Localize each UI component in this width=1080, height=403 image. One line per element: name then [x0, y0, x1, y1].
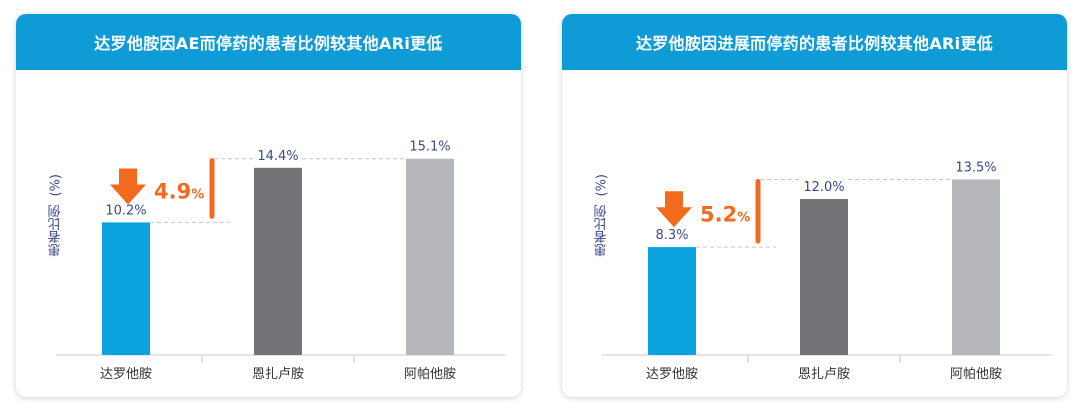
- difference-value: 4.9: [154, 180, 191, 204]
- chart-title: 达罗他胺因进展而停药的患者比例较其他ARi更低: [562, 14, 1067, 70]
- down-arrow-icon: [110, 168, 146, 205]
- data-label: 12.0%: [803, 180, 844, 195]
- category-label: 达罗他胺: [646, 367, 698, 382]
- category-label: 恩扎卢胺: [798, 366, 850, 382]
- difference-annotation: 4.9%: [154, 180, 204, 204]
- category-label: 阿帕他胺: [950, 367, 1002, 382]
- bar-chart: 8.3% 达罗他胺 12.0% 恩扎卢胺 13.5% 阿帕他胺 5.2%: [602, 161, 1052, 382]
- difference-unit: %: [737, 210, 750, 225]
- bar: [800, 199, 848, 355]
- data-label: 14.4%: [257, 149, 298, 164]
- chart-title: 达罗他胺因AE而停药的患者比例较其他ARi更低: [16, 14, 521, 70]
- bar: [952, 179, 1000, 355]
- down-arrow-icon: [656, 191, 692, 228]
- bar-chart: 10.2% 达罗他胺 14.4% 恩扎卢胺 15.1% 阿帕他胺 4.9%: [56, 140, 506, 382]
- difference-annotation: 5.2%: [700, 202, 750, 226]
- difference-value: 5.2: [700, 202, 737, 226]
- chart-panel-left: 达罗他胺因AE而停药的患者比例较其他ARi更低 患者比例 (%) 10.2% 达罗…: [16, 14, 521, 397]
- data-label: 13.5%: [955, 161, 996, 176]
- data-label: 15.1%: [409, 140, 450, 155]
- bar: [254, 167, 302, 355]
- category-label: 恩扎卢胺: [252, 366, 304, 382]
- category-label: 达罗他胺: [100, 367, 152, 382]
- bar: [648, 247, 696, 355]
- category-label: 阿帕他胺: [404, 367, 456, 382]
- data-label: 10.2%: [105, 203, 146, 218]
- difference-unit: %: [191, 188, 204, 203]
- bar: [406, 158, 454, 355]
- bar: [102, 222, 150, 355]
- chart-panel-right: 达罗他胺因进展而停药的患者比例较其他ARi更低 患者比例 (%) 8.3% 达罗他…: [562, 14, 1067, 397]
- data-label: 8.3%: [655, 228, 688, 243]
